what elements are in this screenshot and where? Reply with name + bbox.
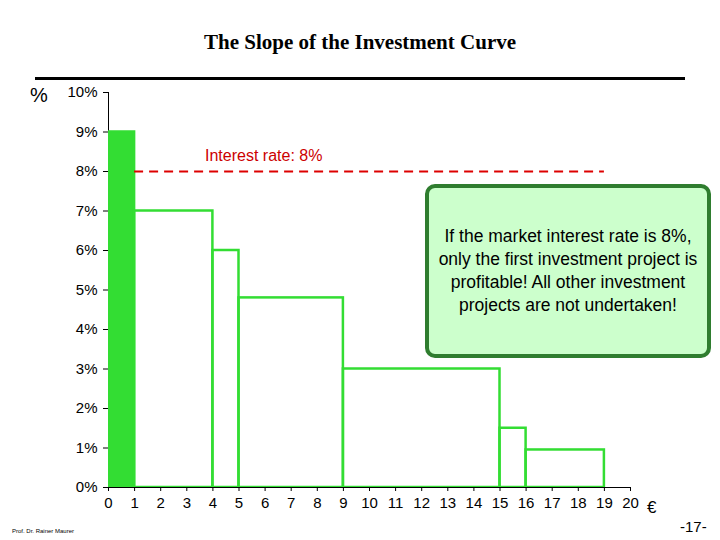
svg-text:15: 15 [492,494,509,511]
html-text:-17-: -17- [680,518,707,535]
html-text:The Slope of the Investment Cu: The Slope of the Investment Curve [204,30,516,54]
svg-text:7%: 7% [76,202,98,219]
svg-text:0%: 0% [76,478,98,495]
svg-text:11: 11 [388,494,404,511]
svg-text:6: 6 [261,494,269,511]
svg-text:20: 20 [622,494,639,511]
html-text:If the market interest rate is: If the market interest rate is 8%, only … [438,226,698,315]
svg-text:3: 3 [183,494,191,511]
svg-text:7: 7 [287,494,295,511]
html-text:Interest rate: 8%: Interest rate: 8% [205,147,323,164]
svg-text:13: 13 [439,494,456,511]
svg-text:1: 1 [130,494,138,511]
svg-text:14: 14 [466,494,483,511]
svg-text:3%: 3% [76,360,98,377]
svg-text:6%: 6% [76,241,98,258]
svg-text:10: 10 [361,494,378,511]
svg-text:1%: 1% [76,439,98,456]
svg-text:18: 18 [570,494,587,511]
svg-text:16: 16 [518,494,535,511]
svg-text:5: 5 [235,494,243,511]
svg-text:2%: 2% [76,399,98,416]
svg-text:0: 0 [104,494,112,511]
svg-text:17: 17 [544,494,561,511]
svg-text:10%: 10% [67,83,97,100]
svg-text:2: 2 [157,494,165,511]
svg-text:9: 9 [339,494,347,511]
svg-text:9%: 9% [76,123,98,140]
svg-text:8: 8 [313,494,321,511]
svg-text:8%: 8% [76,162,98,179]
svg-text:4: 4 [209,494,217,511]
html-text:Prof. Dr. Rainer Maurer: Prof. Dr. Rainer Maurer [12,528,74,534]
svg-text:19: 19 [596,494,613,511]
svg-text:4%: 4% [76,320,98,337]
svg-text:5%: 5% [76,281,98,298]
svg-text:12: 12 [413,494,430,511]
